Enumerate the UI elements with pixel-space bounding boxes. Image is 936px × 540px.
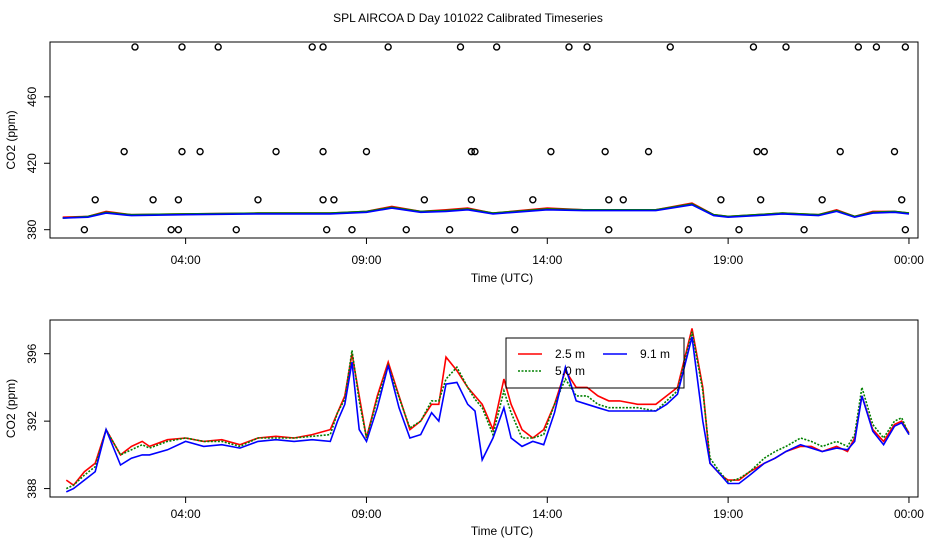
series-line-9-1-m: [62, 203, 910, 219]
scatter-point: [601, 147, 609, 156]
scatter-point: [384, 43, 392, 51]
scatter-point: [898, 196, 906, 204]
scatter-point: [644, 147, 653, 156]
scatter-point: [254, 196, 262, 204]
scatter-point: [605, 225, 613, 234]
scatter-point: [167, 225, 175, 234]
scatter-point: [131, 43, 139, 51]
scatter-point: [91, 196, 99, 204]
scatter-point: [214, 43, 222, 51]
x-tick-label: 09:00: [351, 253, 381, 267]
scatter-point: [872, 43, 881, 51]
legend: 2.5 m 5.0 m 9.1 m: [505, 337, 685, 389]
series-line-9-1-m: [65, 336, 910, 493]
x-axis-label: Time (UTC): [471, 524, 533, 538]
scatter-point: [362, 147, 371, 156]
scatter-point: [583, 43, 591, 51]
scatter-point: [756, 196, 765, 204]
scatter-point: [120, 147, 128, 156]
scatter-point: [330, 196, 338, 204]
scatter-point: [178, 43, 186, 51]
scatter-point: [818, 196, 826, 204]
scatter-point: [308, 43, 316, 51]
scatter-point: [456, 43, 465, 51]
scatter-point: [471, 147, 479, 156]
figure-title: SPL AIRCOA D Day 101022 Calibrated Times…: [333, 11, 603, 25]
x-tick-label: 19:00: [713, 507, 743, 521]
x-tick-label: 04:00: [171, 253, 201, 267]
scatter-point: [232, 225, 240, 234]
x-tick-label: 00:00: [894, 253, 924, 267]
scatter-point: [605, 196, 613, 204]
scatter-point: [420, 196, 429, 204]
scatter-point: [717, 196, 725, 204]
scatter-point: [467, 196, 476, 204]
scatter-point: [402, 225, 410, 234]
y-tick-label: 392: [25, 411, 39, 431]
x-tick-label: 14:00: [532, 253, 562, 267]
x-tick-label: 09:00: [351, 507, 381, 521]
y-tick-label: 380: [25, 219, 39, 239]
y-tick-label: 388: [25, 478, 39, 498]
x-tick-label: 00:00: [894, 507, 924, 521]
scatter-point: [348, 225, 356, 234]
legend-label: 2.5 m: [555, 347, 585, 361]
scatter-point: [753, 147, 761, 156]
legend-label: 5.0 m: [555, 364, 585, 378]
scatter-point: [322, 225, 331, 234]
scatter-point: [901, 43, 910, 51]
scatter-point: [666, 43, 674, 51]
scatter-point: [547, 147, 555, 156]
plot-frame: [49, 319, 919, 498]
scatter-point: [684, 225, 693, 234]
series-line-5-0-m: [65, 331, 910, 490]
y-axis-label: CO2 (ppm): [4, 379, 18, 438]
scatter-point: [178, 147, 186, 156]
x-axis-label: Time (UTC): [471, 271, 533, 285]
scatter-point: [890, 147, 899, 156]
scatter-point: [619, 196, 627, 204]
scatter-point: [901, 225, 910, 234]
scatter-point: [760, 147, 768, 156]
plot-frame: [49, 41, 919, 239]
legend-frame: [505, 337, 685, 389]
bottom-panel: 04:00 09:00 14:00 19:00 00:00 388 392 396 Time (…: [4, 319, 924, 538]
scatter-point: [467, 147, 476, 156]
x-tick-label: 14:00: [532, 507, 562, 521]
scatter-point: [836, 147, 844, 156]
legend-label: 9.1 m: [640, 347, 670, 361]
x-tick-label: 04:00: [171, 507, 201, 521]
scatter-point: [319, 43, 327, 51]
scatter-point: [272, 147, 280, 156]
scatter-point: [492, 43, 501, 51]
series-line-2-5-m: [65, 328, 910, 487]
scatter-point: [735, 225, 743, 234]
x-tick-label: 19:00: [713, 253, 743, 267]
scatter-point: [445, 225, 454, 234]
scatter-point: [782, 43, 790, 51]
scatter-point: [529, 196, 537, 204]
scatter-point: [565, 43, 573, 51]
scatter-point: [749, 43, 758, 51]
scatter-point: [174, 196, 183, 204]
scatter-point: [174, 225, 183, 234]
y-tick-label: 396: [25, 343, 39, 363]
scatter-point: [854, 43, 863, 51]
scatter-point: [800, 225, 808, 234]
y-axis-label: CO2 (ppm): [4, 110, 18, 169]
scatter-point: [149, 196, 157, 204]
scatter-point: [80, 225, 89, 234]
scatter-point: [196, 147, 204, 156]
scatter-point: [319, 196, 327, 204]
top-panel: 04:00 09:00 14:00 19:00 00:00 380 420 460 Time (…: [4, 41, 924, 285]
y-tick-label: 420: [25, 153, 39, 173]
scatter-point: [319, 147, 327, 156]
scatter-point: [511, 225, 519, 234]
y-tick-label: 460: [25, 86, 39, 106]
